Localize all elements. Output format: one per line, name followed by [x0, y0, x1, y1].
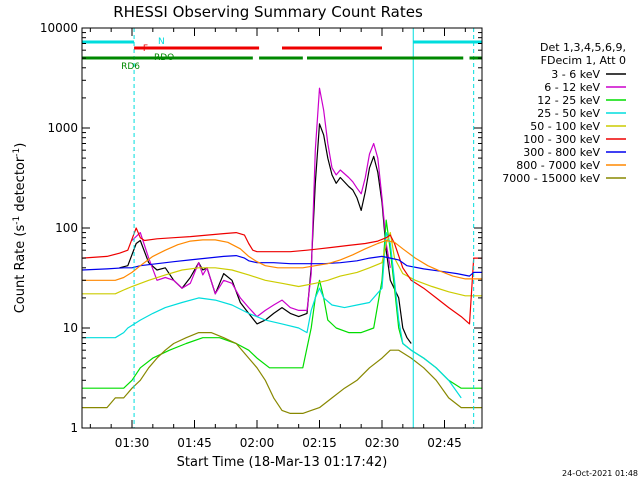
legend-header-line-1: Det 1,3,4,5,6,9,	[540, 41, 626, 54]
series-line-3	[82, 232, 462, 399]
series-line-5	[82, 227, 482, 325]
attenuator-label-2: RDO	[154, 53, 174, 63]
series-layer	[82, 87, 482, 414]
y-axis-title-sup2: -1	[12, 148, 22, 157]
legend-label-0: 3 - 6 keV	[551, 68, 600, 81]
series-line-8	[82, 332, 482, 414]
y-axis: 1 10 100 1000 10000	[40, 21, 482, 435]
attenuator-bars: NF RDO RD6	[82, 37, 482, 72]
y-tick-label-1: 10	[63, 321, 78, 335]
x-axis-title: Start Time (18-Mar-13 01:17:42)	[177, 455, 388, 470]
x-tick-label-5: 02:45	[427, 436, 462, 450]
y-tick-label-0: 1	[70, 421, 78, 435]
y-tick-label-3: 1000	[47, 121, 78, 135]
footer-date: 24-Oct-2021 01:48	[562, 469, 638, 478]
x-tick-label-2: 02:00	[240, 436, 275, 450]
series-line-6	[82, 255, 482, 277]
legend-label-3: 25 - 50 keV	[537, 107, 600, 120]
legend-label-4: 50 - 100 keV	[530, 120, 600, 133]
legend-header-line-2: FDecim 1, Att 0	[541, 54, 626, 67]
legend-label-8: 7000 - 15000 keV	[502, 172, 600, 185]
x-tick-label-1: 01:45	[177, 436, 212, 450]
legend-label-5: 100 - 300 keV	[523, 133, 600, 146]
y-axis-title-sup1: -1	[12, 216, 22, 225]
legend-label-2: 12 - 25 keV	[537, 94, 600, 107]
y-tick-label-4: 10000	[40, 21, 78, 35]
series-line-1	[131, 87, 391, 318]
y-axis-title: Count Rate (s-1 detector-1)	[12, 143, 28, 314]
legend-label-1: 6 - 12 keV	[544, 81, 600, 94]
attenuator-label-1: F	[143, 44, 148, 54]
chart-title: RHESSI Observing Summary Count Rates	[113, 3, 423, 21]
y-tick-label-2: 100	[55, 221, 78, 235]
series-line-4	[82, 232, 482, 297]
legend-label-6: 300 - 800 keV	[523, 146, 600, 159]
legend-label-7: 800 - 7000 keV	[516, 159, 600, 172]
attenuator-label-0: N	[158, 37, 165, 47]
series-line-7	[82, 239, 482, 281]
y-axis-title-end: )	[13, 143, 28, 148]
y-axis-title-main: Count Rate (s	[13, 225, 28, 314]
x-axis: 01:30 01:45 02:00 02:15 02:30 02:45	[89, 28, 466, 450]
vertical-markers	[133, 28, 475, 428]
x-tick-label-0: 01:30	[115, 436, 150, 450]
legend: Det 1,3,4,5,6,9, FDecim 1, Att 0 3 - 6 k…	[502, 41, 626, 185]
x-tick-label-4: 02:30	[365, 436, 400, 450]
x-tick-label-3: 02:15	[302, 436, 337, 450]
attenuator-label-3: RD6	[121, 62, 140, 72]
y-axis-title-mid: detector	[13, 156, 28, 216]
